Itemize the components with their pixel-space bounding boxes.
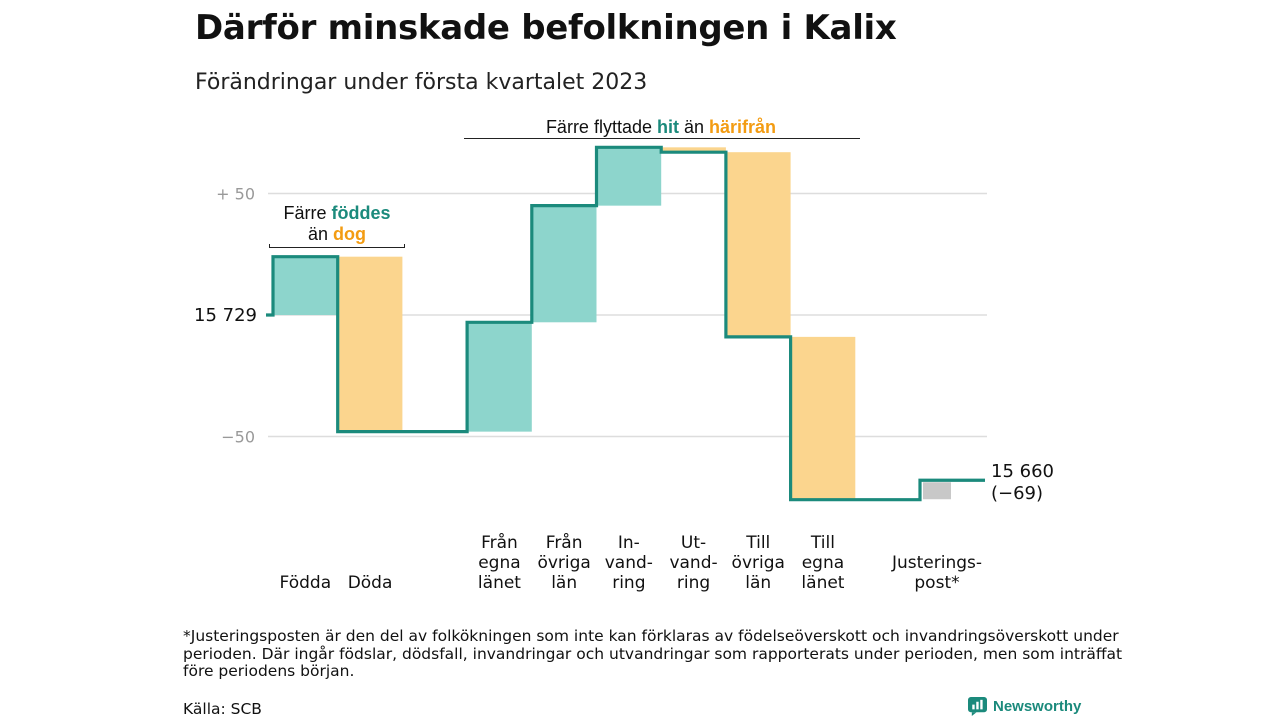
x-tick-label: egna xyxy=(802,553,844,573)
waterfall-bar xyxy=(923,482,951,500)
x-tick-label: län xyxy=(745,573,771,593)
x-tick-label: Från xyxy=(546,532,583,553)
cumulative-step-line xyxy=(266,145,985,502)
x-tick-label: ring xyxy=(677,573,710,593)
y-tick-label: + 50 xyxy=(216,185,255,204)
waterfall-bar xyxy=(790,336,856,500)
x-tick-label: Ut- xyxy=(681,533,706,553)
chart-subtitle: Förändringar under första kvartalet 2023 xyxy=(195,70,648,95)
x-tick-label: vand- xyxy=(669,553,717,573)
newsworthy-logo-icon xyxy=(968,697,987,716)
brand-name: Newsworthy xyxy=(993,698,1082,715)
x-tick-label: övriga xyxy=(732,553,785,573)
x-tick-label: Döda xyxy=(348,573,393,593)
x-tick-label: post* xyxy=(914,573,959,593)
footnote: *Justeringsposten är den del av folkökni… xyxy=(183,627,1123,680)
x-tick-label: In- xyxy=(618,533,640,553)
waterfall-bar xyxy=(337,256,403,432)
x-tick-label: Från xyxy=(481,532,518,553)
end-value-label: 15 660 xyxy=(991,461,1054,482)
x-tick-label: län xyxy=(551,573,577,593)
brand-logo[interactable]: Newsworthy xyxy=(968,697,1081,716)
migration-annotation: Färre flyttade hit än härifrån xyxy=(546,117,776,137)
source-label: Källa: SCB xyxy=(183,700,262,718)
x-tick-label: Justerings- xyxy=(891,553,982,573)
start-value-label: 15 729 xyxy=(194,305,257,326)
births-annotation-line2: än dog xyxy=(308,224,366,244)
x-tick-label: Födda xyxy=(280,573,332,593)
waterfall-bar xyxy=(467,322,532,432)
waterfall-bar xyxy=(661,147,726,153)
waterfall-bar xyxy=(273,256,338,315)
end-change-label: (−69) xyxy=(991,483,1043,504)
x-tick-label: Till xyxy=(810,533,835,553)
x-tick-label: övriga xyxy=(537,553,590,573)
births-annotation-line1: Färre föddes xyxy=(283,203,390,223)
x-tick-label: ring xyxy=(612,573,645,593)
y-tick-label: −50 xyxy=(221,428,255,447)
waterfall-bar xyxy=(596,147,662,206)
chart-title: Därför minskade befolkningen i Kalix xyxy=(195,8,897,48)
x-tick-label: egna xyxy=(478,553,520,573)
x-tick-label: länet xyxy=(478,573,521,593)
waterfall-bar xyxy=(531,205,597,323)
x-tick-label: länet xyxy=(801,573,844,593)
x-tick-label: vand- xyxy=(605,553,653,573)
x-tick-label: Till xyxy=(745,533,770,553)
waterfall-bar xyxy=(725,152,791,337)
